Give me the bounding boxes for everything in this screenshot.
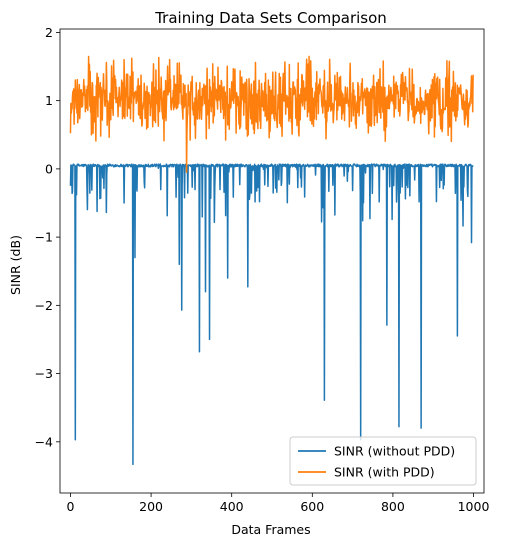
x-tick-label: 600 [300, 499, 324, 514]
x-tick-label: 1000 [458, 499, 490, 514]
x-axis-label: Data Frames [231, 522, 310, 537]
chart-title: Training Data Sets Comparison [154, 9, 387, 27]
series-line-with-pdd [69, 55, 474, 174]
legend: SINR (without PDD) SINR (with PDD) [289, 436, 477, 486]
y-tick-label: 2 [45, 25, 53, 40]
x-tick-label: 0 [67, 499, 75, 514]
x-axis-ticks: 0 200 400 600 800 1000 [67, 493, 490, 514]
legend-box [289, 436, 477, 486]
x-tick-label: 200 [139, 499, 163, 514]
x-tick-label: 800 [381, 499, 405, 514]
series-layer [69, 55, 474, 466]
y-tick-label: 0 [45, 161, 53, 176]
y-axis-ticks: 2 1 0 −1 −2 −3 −4 [35, 25, 60, 449]
legend-label-without-pdd: SINR (without PDD) [334, 444, 455, 459]
plot-frame [59, 28, 485, 494]
y-tick-label: −4 [35, 434, 53, 449]
y-tick-label: −2 [35, 298, 53, 313]
legend-label-with-pdd: SINR (with PDD) [334, 465, 435, 480]
y-tick-label: −3 [35, 366, 53, 381]
x-tick-label: 400 [220, 499, 244, 514]
y-axis-label: SINR (dB) [8, 235, 23, 295]
y-tick-label: −1 [35, 230, 53, 245]
series-line-without-pdd [69, 163, 474, 466]
y-tick-label: 1 [45, 93, 53, 108]
